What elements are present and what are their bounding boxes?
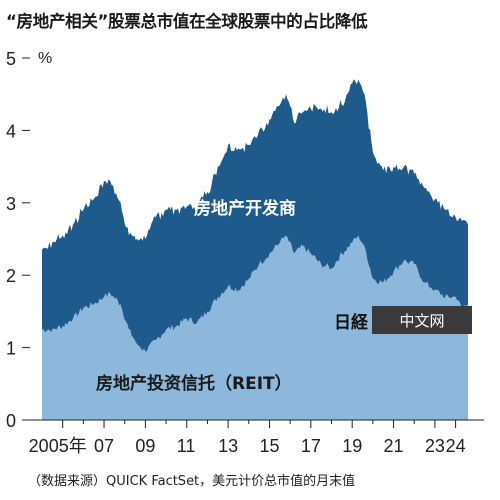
area-layer bbox=[42, 79, 468, 420]
x-tick-label: 09 bbox=[135, 436, 155, 456]
x-tick-label: 13 bbox=[218, 436, 238, 456]
y-tick-label: 5 bbox=[6, 49, 16, 69]
y-tick-label: 4 bbox=[6, 121, 16, 141]
watermark-logo: 日経 bbox=[334, 312, 369, 333]
y-tick-label: 0 bbox=[6, 411, 16, 431]
series-area-reit bbox=[42, 235, 468, 420]
y-tick-label: 2 bbox=[6, 266, 16, 286]
series-label-reit: 房地产投资信托（REIT） bbox=[96, 373, 292, 394]
x-tick-label: 11 bbox=[177, 436, 196, 456]
x-tick-label: 19 bbox=[342, 436, 362, 456]
source-note: （数据来源）QUICK FactSet，美元计价总市值的月末值 bbox=[28, 474, 356, 489]
y-tick-label: 1 bbox=[6, 339, 16, 359]
x-tick-label: 2005年 bbox=[29, 436, 87, 456]
y-tick-label: 3 bbox=[6, 194, 16, 214]
watermark-box bbox=[372, 306, 472, 334]
chart-title: “房地产相关”股票总市值在全球股票中的占比降低 bbox=[6, 12, 368, 31]
series-label-developers: 房地产开发商 bbox=[194, 198, 296, 219]
watermark: 日経 中文网 bbox=[334, 306, 472, 334]
x-axis: 2005年 07 09 11 13 15 17 19 21 23 24 bbox=[26, 419, 484, 456]
x-tick-label: 24 bbox=[446, 436, 466, 456]
y-unit-label: % bbox=[38, 50, 52, 67]
x-tick-label: 17 bbox=[301, 436, 321, 456]
x-tick-label: 15 bbox=[259, 436, 279, 456]
y-axis: 0 1 2 3 4 5 bbox=[6, 49, 30, 431]
x-tick-label: 21 bbox=[384, 436, 404, 456]
x-tick-label: 07 bbox=[94, 436, 114, 456]
watermark-text: 中文网 bbox=[399, 312, 444, 330]
x-tick-label: 23 bbox=[425, 436, 445, 456]
